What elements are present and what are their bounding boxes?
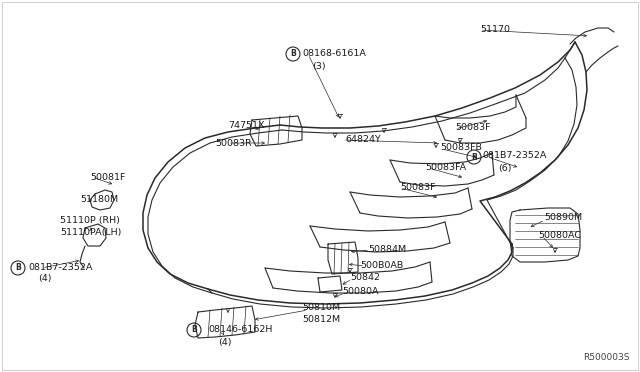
- Text: 51110PA(LH): 51110PA(LH): [60, 228, 122, 237]
- Text: B: B: [191, 326, 197, 334]
- Text: 50810M: 50810M: [302, 304, 340, 312]
- Text: 081B7-2352A: 081B7-2352A: [28, 263, 92, 272]
- Text: 50884M: 50884M: [368, 246, 406, 254]
- Text: B: B: [290, 49, 296, 58]
- Text: (3): (3): [312, 61, 326, 71]
- Text: 51180M: 51180M: [80, 196, 118, 205]
- Text: (6): (6): [498, 164, 511, 173]
- Text: R500003S: R500003S: [584, 353, 630, 362]
- Text: 50812M: 50812M: [302, 315, 340, 324]
- Text: 51110P (RH): 51110P (RH): [60, 217, 120, 225]
- Text: 08168-6161A: 08168-6161A: [302, 49, 366, 58]
- Text: 08146-6162H: 08146-6162H: [208, 326, 273, 334]
- Text: 500B0AB: 500B0AB: [360, 260, 403, 269]
- Text: (4): (4): [218, 337, 232, 346]
- Text: 51170: 51170: [480, 26, 510, 35]
- Text: 50081F: 50081F: [90, 173, 125, 182]
- Text: 50083F: 50083F: [455, 124, 490, 132]
- Text: (4): (4): [38, 275, 51, 283]
- Text: 50890M: 50890M: [544, 214, 582, 222]
- Text: 74751X: 74751X: [228, 121, 264, 129]
- Text: 50083F: 50083F: [400, 183, 435, 192]
- Text: 50083FB: 50083FB: [440, 144, 482, 153]
- Text: 50083FA: 50083FA: [425, 164, 466, 173]
- Text: 64824Y: 64824Y: [345, 135, 381, 144]
- Text: 50080A: 50080A: [342, 288, 378, 296]
- Text: B: B: [15, 263, 21, 273]
- Text: 50080AC: 50080AC: [538, 231, 581, 240]
- Text: B: B: [471, 153, 477, 161]
- Text: 50083R: 50083R: [215, 138, 252, 148]
- Text: 50842: 50842: [350, 273, 380, 282]
- Text: 081B7-2352A: 081B7-2352A: [482, 151, 547, 160]
